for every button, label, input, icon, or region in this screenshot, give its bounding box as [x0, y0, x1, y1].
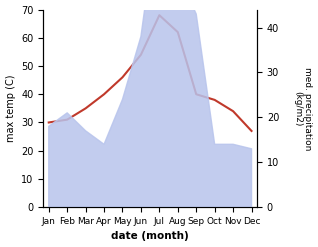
Y-axis label: max temp (C): max temp (C)	[5, 75, 16, 142]
X-axis label: date (month): date (month)	[111, 231, 189, 242]
Y-axis label: med. precipitation
(kg/m2): med. precipitation (kg/m2)	[293, 67, 313, 150]
